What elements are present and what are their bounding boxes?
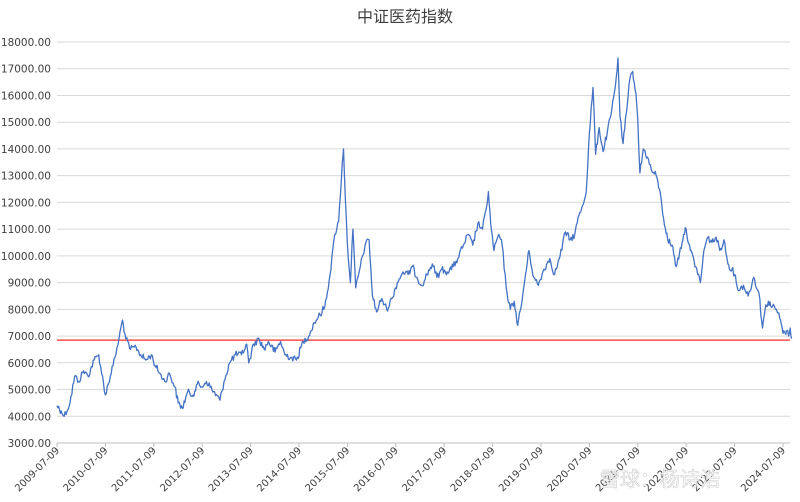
x-tick-label: 2018-07-09 [449,445,498,494]
y-tick-label: 8000.00 [8,304,51,316]
y-tick-label: 5000.00 [8,385,51,397]
y-axis-ticks: 3000.00 4000.00 5000.00 6000.00 7000.00 8000.… [1,37,51,450]
x-tick-label: 2012-07-09 [158,445,207,494]
y-tick-label: 13000.00 [1,171,51,183]
y-tick-label: 12000.00 [1,197,51,209]
x-tick-label: 2019-07-09 [497,445,546,494]
y-tick-label: 3000.00 [8,438,51,450]
x-tick-label: 2016-07-09 [352,445,401,494]
series-line [56,57,793,417]
x-tick-label: 2010-07-09 [62,445,111,494]
x-tick-label: 2013-07-09 [207,445,256,494]
y-tick-label: 16000.00 [1,90,51,102]
x-tick-label: 2024-07-09 [739,445,788,494]
y-tick-label: 9000.00 [8,278,51,290]
y-tick-label: 14000.00 [1,144,51,156]
watermark: 雪球：杨诗浩 [600,467,720,491]
x-tick-label: 2014-07-09 [255,445,304,494]
x-tick-label: 2020-07-09 [546,445,595,494]
watermark-group: 雪球：杨诗浩 [600,467,721,492]
y-tick-label: 18000.00 [1,37,51,49]
y-tick-label: 7000.00 [8,331,51,343]
y-tick-label: 6000.00 [8,358,51,370]
x-tick-label: 2017-07-09 [400,445,449,494]
y-tick-label: 10000.00 [1,251,51,263]
y-tick-label: 4000.00 [8,411,51,423]
grid-lines [57,41,790,444]
x-tick-label: 2011-07-09 [110,445,159,494]
y-tick-label: 17000.00 [1,64,51,76]
y-tick-label: 15000.00 [1,117,51,129]
x-tick-label: 2009-07-09 [13,445,62,494]
y-tick-label: 11000.00 [1,224,51,236]
x-tick-label: 2015-07-09 [304,445,353,494]
chart-title: 中证医药指数 [357,7,453,26]
series-group [56,57,793,417]
